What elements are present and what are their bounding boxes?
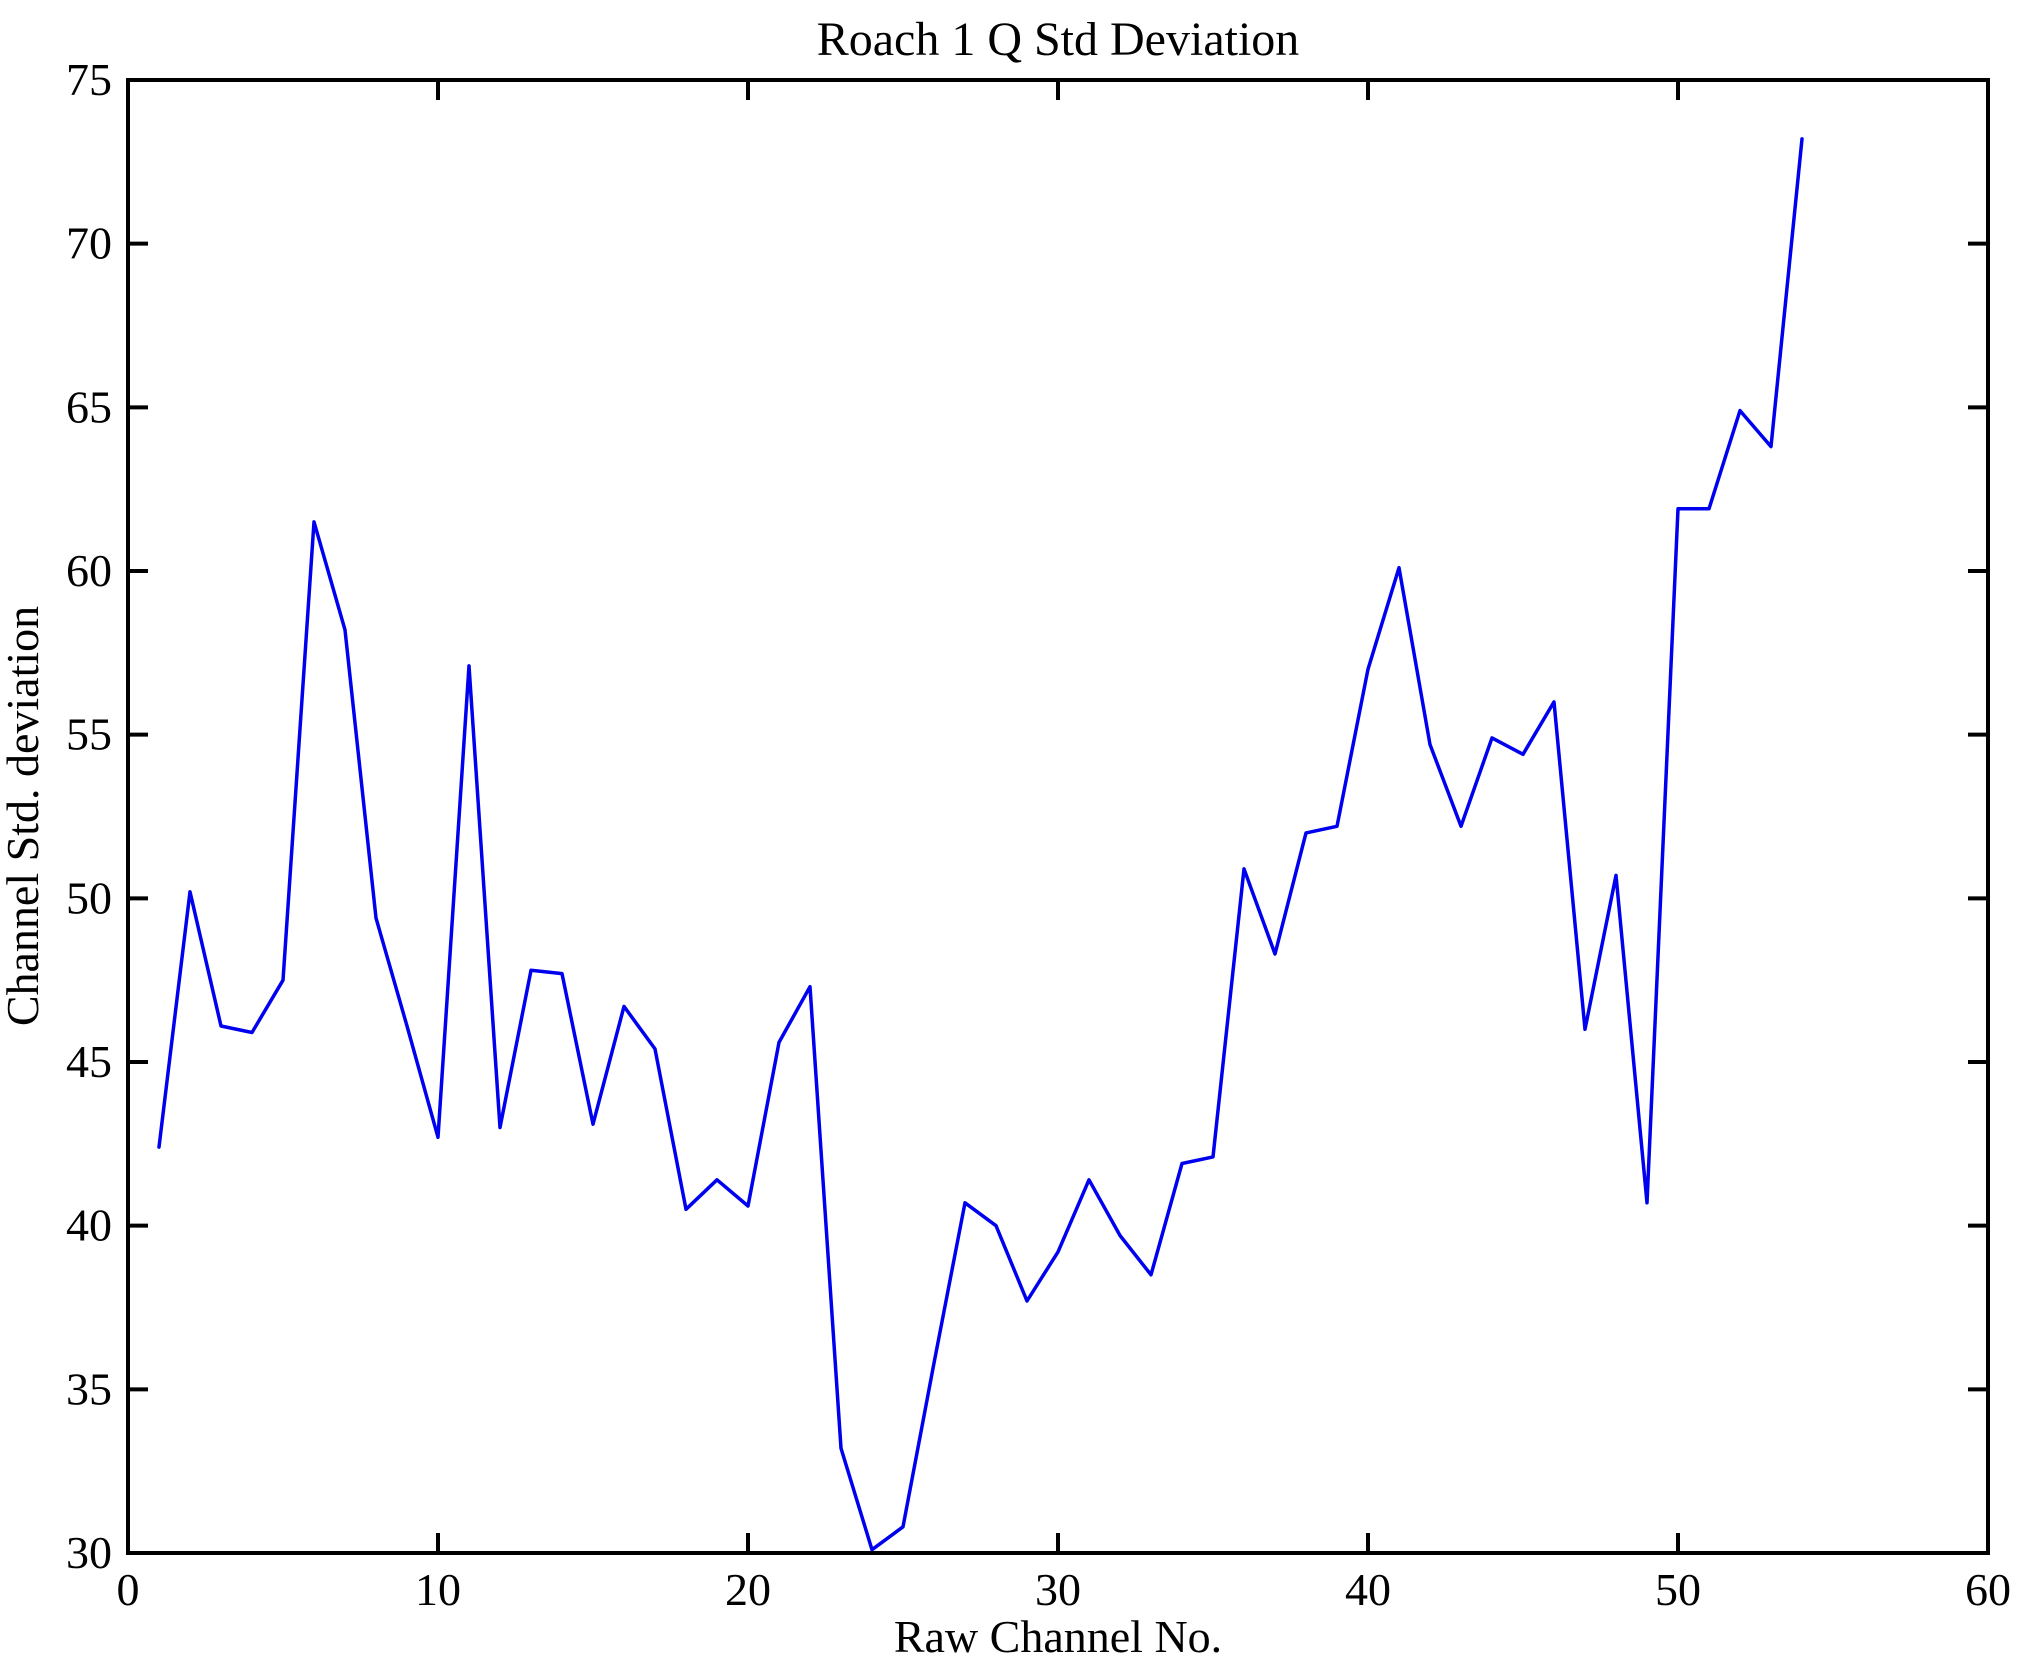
x-tick-label: 50 xyxy=(1655,1564,1701,1615)
y-tick-label: 45 xyxy=(66,1036,112,1087)
data-line-channel-std-deviation xyxy=(157,137,1804,1552)
y-tick-label: 35 xyxy=(66,1363,112,1414)
y-tick-label: 50 xyxy=(66,872,112,923)
x-axis-label: Raw Channel No. xyxy=(894,1611,1222,1662)
y-tick-label: 65 xyxy=(66,381,112,432)
y-axis-label: Channel Std. deviation xyxy=(0,606,48,1026)
x-tick-label: 40 xyxy=(1345,1564,1391,1615)
x-tick-label: 0 xyxy=(117,1564,140,1615)
x-tick-label: 10 xyxy=(415,1564,461,1615)
x-tick-label: 20 xyxy=(725,1564,771,1615)
y-tick-label: 60 xyxy=(66,545,112,596)
y-tick-label: 40 xyxy=(66,1200,112,1251)
axes-box xyxy=(126,78,1990,1555)
y-tick-label: 75 xyxy=(66,54,112,105)
y-tick-label: 70 xyxy=(66,218,112,269)
y-tick-label: 30 xyxy=(66,1527,112,1578)
y-tick-label: 55 xyxy=(66,709,112,760)
x-tick-label: 30 xyxy=(1035,1564,1081,1615)
plot-area: 0 10 20 30 40 50 60 30 35 40 45 50 55 60 65 70 75 xyxy=(66,54,2011,1615)
chart-title: Roach 1 Q Std Deviation xyxy=(817,13,1300,66)
x-tick-label: 60 xyxy=(1965,1564,2011,1615)
